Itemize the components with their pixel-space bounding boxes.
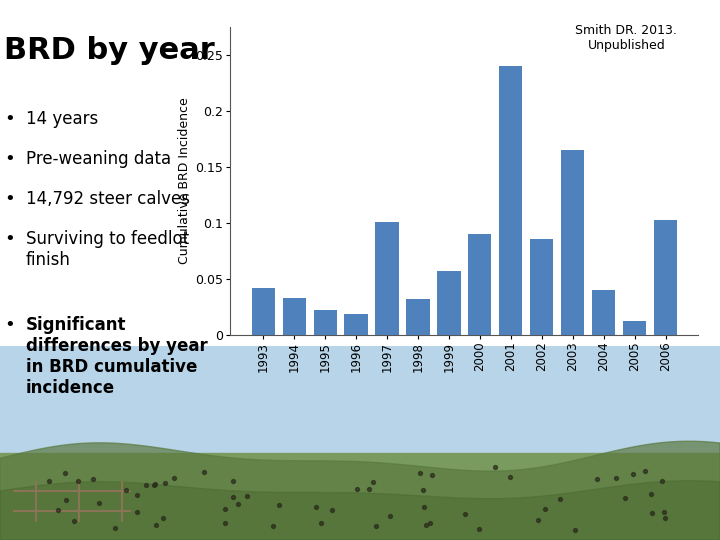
Point xyxy=(539,505,551,514)
Point xyxy=(148,481,160,489)
Point xyxy=(659,508,670,516)
Point xyxy=(414,469,426,478)
Bar xyxy=(437,271,461,335)
Bar xyxy=(252,288,275,335)
Point xyxy=(364,485,375,494)
Bar xyxy=(406,299,430,335)
Point xyxy=(459,510,471,518)
Bar xyxy=(313,310,337,335)
Bar xyxy=(375,222,399,335)
Point xyxy=(268,522,279,530)
Point xyxy=(427,470,438,479)
Point xyxy=(131,491,143,500)
Point xyxy=(619,494,631,502)
Point xyxy=(628,470,639,478)
Point xyxy=(370,521,382,530)
Bar xyxy=(530,239,554,335)
Point xyxy=(367,477,379,486)
Point xyxy=(384,511,396,520)
Point xyxy=(489,463,500,471)
Point xyxy=(53,506,64,515)
Bar xyxy=(654,220,677,335)
Point xyxy=(656,476,667,485)
Bar xyxy=(0,453,720,540)
Point xyxy=(60,496,72,504)
Point xyxy=(150,521,161,530)
Point xyxy=(44,476,55,485)
Point xyxy=(88,475,99,483)
Text: •: • xyxy=(4,110,15,128)
Point xyxy=(198,468,210,476)
Point xyxy=(241,491,253,500)
Point xyxy=(554,494,566,503)
Text: BRD by year: BRD by year xyxy=(4,36,215,65)
Point xyxy=(109,524,121,532)
Point xyxy=(219,518,230,527)
Point xyxy=(273,501,284,510)
Text: •: • xyxy=(4,150,15,168)
Point xyxy=(149,479,161,488)
Point xyxy=(570,525,581,534)
Text: Surviving to feedlot
finish: Surviving to feedlot finish xyxy=(26,230,189,269)
Bar xyxy=(344,314,368,335)
Point xyxy=(420,521,431,530)
Point xyxy=(220,505,231,514)
Point xyxy=(315,519,327,528)
Text: •: • xyxy=(4,190,15,208)
Text: Smith DR. 2013.
Unpublished: Smith DR. 2013. Unpublished xyxy=(575,24,678,52)
Bar xyxy=(592,290,616,335)
Point xyxy=(659,513,670,522)
Text: •: • xyxy=(4,230,15,248)
Point xyxy=(160,479,171,488)
Point xyxy=(121,486,132,495)
Bar xyxy=(623,321,646,335)
Text: Pre-weaning data: Pre-weaning data xyxy=(26,150,171,168)
Point xyxy=(94,498,105,507)
Point xyxy=(533,516,544,524)
Point xyxy=(73,477,84,486)
Text: 14 years: 14 years xyxy=(26,110,98,128)
Point xyxy=(351,485,363,494)
Point xyxy=(610,474,621,483)
Point xyxy=(639,467,651,475)
Bar xyxy=(283,298,306,335)
Point xyxy=(418,503,430,512)
Point xyxy=(645,490,657,498)
Bar xyxy=(499,66,523,335)
Point xyxy=(60,469,71,477)
Point xyxy=(505,473,516,482)
Point xyxy=(131,508,143,517)
Point xyxy=(474,524,485,533)
Point xyxy=(140,480,152,489)
Bar xyxy=(468,234,492,335)
Point xyxy=(647,509,658,517)
Text: Significant
differences by year
in BRD cumulative
incidence: Significant differences by year in BRD c… xyxy=(26,316,207,397)
Point xyxy=(68,517,79,525)
Point xyxy=(325,506,337,515)
Text: •: • xyxy=(4,316,15,334)
Point xyxy=(592,475,603,483)
Point xyxy=(233,500,244,508)
Point xyxy=(424,518,436,527)
Y-axis label: Cumulative BRD Incidence: Cumulative BRD Incidence xyxy=(179,98,192,264)
Point xyxy=(228,492,239,501)
Point xyxy=(228,476,239,485)
Text: 14,792 steer calves: 14,792 steer calves xyxy=(26,190,190,208)
Bar xyxy=(561,150,585,335)
Point xyxy=(168,474,179,482)
Point xyxy=(310,503,322,511)
Point xyxy=(157,514,168,523)
Bar xyxy=(0,346,720,453)
Point xyxy=(418,485,429,494)
